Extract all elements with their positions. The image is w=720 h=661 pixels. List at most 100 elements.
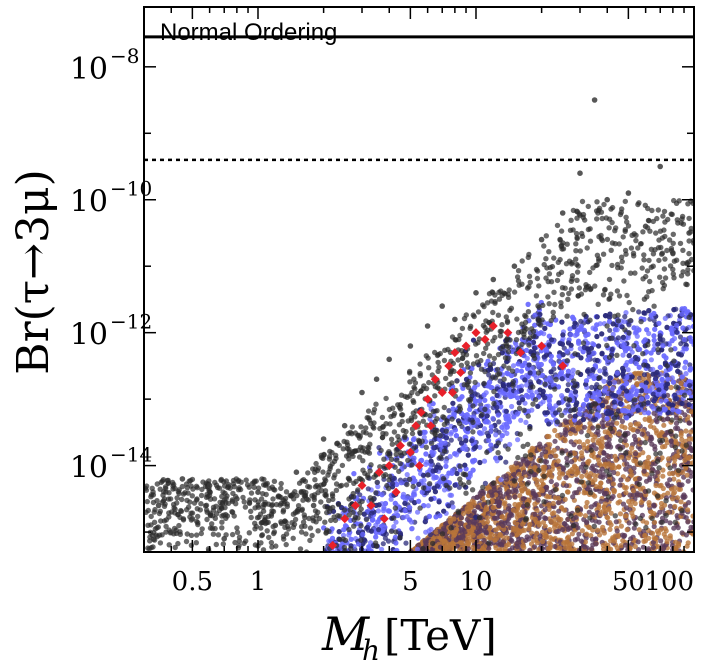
orange-point [485, 485, 491, 491]
orange-point [575, 426, 581, 432]
blue-point [367, 587, 372, 592]
blue-point [322, 596, 327, 601]
orange-point [562, 438, 568, 444]
orange-point [578, 464, 585, 470]
orange-point [521, 469, 528, 475]
orange-point [498, 532, 504, 538]
blue-point [591, 375, 597, 381]
blue-point [366, 585, 371, 590]
orange-point [600, 424, 606, 430]
orange-point [522, 486, 528, 492]
blue-point [393, 540, 399, 546]
blue-point [546, 402, 553, 408]
blue-point [404, 495, 410, 501]
orange-point [635, 539, 641, 545]
orange-point [507, 547, 513, 552]
orange-point [468, 513, 474, 519]
orange-point [630, 513, 636, 520]
blue-point [656, 320, 662, 326]
orange-point [685, 507, 691, 513]
blue-point [423, 451, 429, 457]
orange-point [678, 430, 685, 436]
blue-point [663, 355, 669, 361]
orange-point [533, 534, 539, 540]
blue-point [423, 461, 429, 467]
blue-point [422, 429, 428, 435]
blue-point [651, 346, 657, 353]
blue-point [341, 594, 346, 599]
orange-point [678, 462, 685, 468]
orange-point [470, 525, 476, 531]
blue-point [572, 320, 578, 326]
blue-point [338, 556, 343, 561]
blue-point [389, 562, 394, 567]
orange-point [617, 499, 623, 505]
blue-point [481, 458, 488, 464]
blue-point [341, 571, 346, 576]
orange-point [620, 532, 626, 538]
blue-point [338, 592, 343, 597]
blue-point [660, 343, 666, 349]
blue-point [622, 408, 628, 414]
blue-point [674, 329, 680, 335]
blue-point [602, 366, 608, 372]
blue-point [345, 580, 350, 585]
orange-point [593, 484, 600, 490]
orange-point [555, 433, 561, 439]
blue-point [378, 580, 383, 585]
blue-point [623, 310, 629, 316]
blue-point [544, 410, 551, 416]
orange-point [548, 489, 554, 496]
orange-point [518, 461, 524, 467]
blue-point [336, 577, 341, 582]
orange-point [596, 519, 602, 525]
orange-point [579, 473, 585, 479]
orange-point [443, 520, 450, 527]
orange-point [653, 482, 659, 489]
blue-point [448, 492, 455, 498]
orange-point [492, 537, 498, 543]
orange-point [610, 481, 617, 487]
blue-point [639, 396, 645, 402]
blue-point [367, 564, 372, 569]
orange-point [605, 404, 612, 410]
orange-point [565, 470, 571, 476]
orange-point [483, 504, 490, 510]
blue-point [341, 563, 346, 568]
blue-point [357, 577, 362, 582]
orange-point [504, 535, 510, 541]
orange-point [589, 432, 595, 438]
orange-point [497, 487, 503, 493]
blue-point [572, 413, 578, 419]
blue-point [535, 403, 541, 409]
orange-point [584, 499, 590, 506]
blue-point [565, 340, 572, 346]
orange-point [530, 488, 536, 494]
blue-point [325, 553, 330, 558]
blue-point [349, 597, 354, 602]
orange-point [593, 541, 599, 547]
blue-point [560, 352, 566, 358]
blue-point [339, 578, 344, 583]
orange-point [532, 511, 538, 517]
orange-point [589, 465, 595, 471]
orange-point [597, 488, 603, 494]
blue-point [621, 319, 627, 325]
blue-point [498, 477, 504, 483]
orange-point [682, 503, 688, 509]
blue-point [441, 487, 448, 493]
orange-point [471, 518, 477, 525]
blue-point [381, 570, 386, 575]
blue-point [425, 503, 431, 509]
blue-point [607, 327, 613, 333]
blue-point [622, 314, 628, 320]
orange-point [604, 452, 610, 459]
orange-point [685, 478, 691, 484]
orange-point [627, 492, 633, 498]
orange-point [457, 520, 463, 526]
blue-point [400, 494, 406, 500]
blue-point [504, 370, 510, 376]
orange-point [572, 537, 578, 543]
orange-point [613, 457, 619, 463]
orange-point [562, 521, 568, 527]
